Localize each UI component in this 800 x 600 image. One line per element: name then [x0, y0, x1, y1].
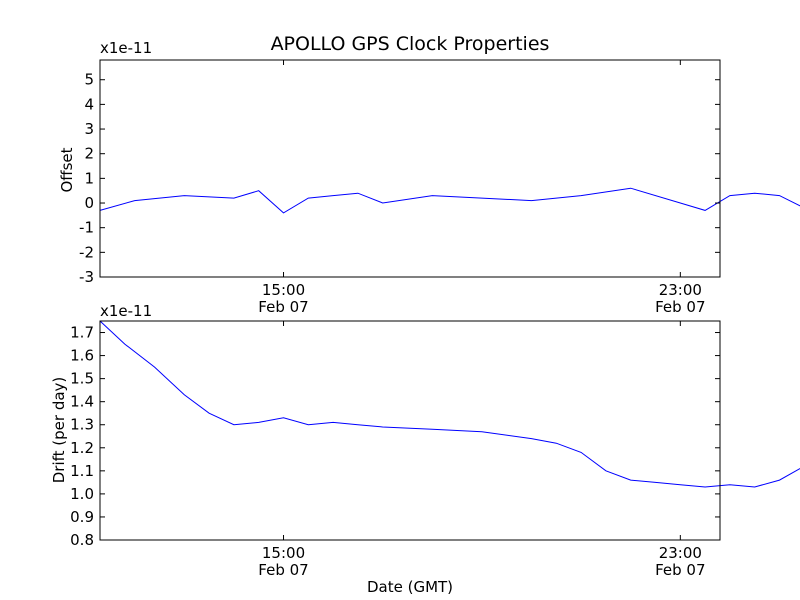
drift-y-tick-label: 1.1: [70, 462, 94, 480]
drift-y-tick-label: 1.5: [70, 370, 94, 388]
drift-chart: x1e-11 Drift (per day) Date (GMT) 0.8 0.9…: [50, 302, 800, 596]
drift-exponent-label: x1e-11: [100, 302, 152, 320]
offset-y-tick-label: 1: [84, 169, 94, 187]
drift-x-tick-time: 23:00: [659, 544, 702, 562]
offset-y-tick-label: 3: [84, 120, 94, 138]
chart-title: APOLLO GPS Clock Properties: [271, 33, 550, 55]
offset-x-tick-time: 23:00: [659, 281, 702, 299]
drift-x-tick-date: Feb 07: [258, 561, 308, 579]
offset-y-tick-label: -1: [79, 219, 94, 237]
offset-y-tick-label: -2: [79, 243, 94, 261]
offset-y-tick-label: 4: [84, 95, 94, 113]
drift-y-tick-label: 0.9: [70, 508, 94, 526]
offset-x-tick-date: Feb 07: [655, 298, 705, 316]
drift-frame: [99, 320, 721, 541]
drift-x-tick-date: Feb 07: [655, 561, 705, 579]
drift-y-axis-label: Drift (per day): [50, 377, 68, 484]
offset-x-tick-time: 15:00: [262, 281, 305, 299]
drift-x-tick-time: 15:00: [262, 544, 305, 562]
drift-x-axis-label: Date (GMT): [367, 578, 453, 596]
drift-y-tick-label: 1.3: [70, 416, 94, 434]
drift-y-tick-label: 1.2: [70, 439, 94, 457]
offset-y-tick-label: -3: [79, 268, 94, 286]
offset-exponent-label: x1e-11: [100, 39, 152, 57]
drift-y-tick-label: 0.8: [70, 531, 94, 549]
offset-frame: [99, 59, 721, 278]
offset-x-tick-date: Feb 07: [258, 298, 308, 316]
drift-y-tick-label: 1.0: [70, 485, 94, 503]
offset-chart: APOLLO GPS Clock Properties x1e-11 Offse…: [58, 33, 800, 316]
offset-y-tick-label: 2: [84, 145, 94, 163]
offset-y-tick-label: 0: [84, 194, 94, 212]
drift-y-tick-label: 1.4: [70, 393, 94, 411]
offset-y-tick-label: 5: [84, 71, 94, 89]
drift-y-tick-label: 1.6: [70, 347, 94, 365]
drift-y-tick-label: 1.7: [70, 324, 94, 342]
offset-y-axis-label: Offset: [58, 147, 76, 192]
drift-series-line-0: [99, 320, 800, 488]
offset-series-line-0: [99, 187, 800, 214]
